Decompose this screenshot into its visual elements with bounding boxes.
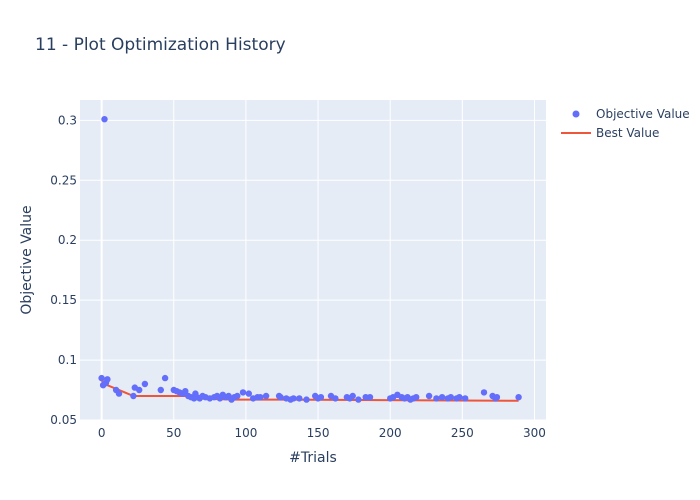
objective-value-point[interactable]	[493, 394, 501, 401]
objective-value-point[interactable]	[433, 395, 440, 402]
x-tick-label: 200	[379, 426, 402, 440]
y-axis-title: Objective Value	[19, 205, 35, 314]
x-tick-label: 300	[523, 426, 546, 440]
y-tick-label: 0.25	[50, 173, 77, 187]
objective-value-point[interactable]	[98, 374, 105, 382]
y-tick-label: 0.2	[58, 233, 77, 247]
x-tick-label: 50	[166, 426, 181, 440]
objective-value-point[interactable]	[413, 394, 420, 401]
legend[interactable]: Objective Value Best Value	[561, 107, 690, 140]
x-tick-label: 0	[98, 426, 106, 440]
y-tick-label: 0.1	[58, 353, 77, 367]
legend-label-objective-value: Objective Value	[596, 107, 690, 121]
x-tick-label: 250	[451, 426, 474, 440]
objective-value-point[interactable]	[182, 388, 189, 395]
legend-marker-icon	[572, 110, 580, 118]
grid	[80, 100, 546, 421]
objective-value-point[interactable]	[355, 396, 362, 403]
objective-value-point[interactable]	[332, 395, 339, 402]
objective-value-point[interactable]	[290, 395, 297, 402]
plot-area	[80, 100, 546, 420]
legend-label-best-value: Best Value	[596, 126, 659, 140]
objective-value-point[interactable]	[462, 395, 469, 402]
objective-value-point[interactable]	[296, 395, 303, 402]
objective-value-point[interactable]	[456, 394, 463, 401]
objective-value-point[interactable]	[157, 386, 164, 394]
objective-value-point[interactable]	[104, 376, 111, 383]
objective-value-point[interactable]	[349, 392, 356, 400]
y-tick-label: 0.3	[58, 113, 77, 127]
objective-value-point[interactable]	[141, 380, 149, 388]
objective-value-point[interactable]	[262, 392, 270, 400]
objective-value-point[interactable]	[438, 394, 446, 401]
objective-value-point[interactable]	[161, 374, 169, 382]
objective-value-point[interactable]	[515, 394, 522, 401]
legend-item-best-value[interactable]: Best Value	[561, 126, 659, 140]
objective-value-point[interactable]	[245, 390, 252, 397]
legend-item-objective-value[interactable]: Objective Value	[572, 107, 690, 121]
objective-value-point[interactable]	[447, 394, 454, 401]
objective-value-point[interactable]	[136, 386, 143, 394]
x-tick-label: 100	[234, 426, 257, 440]
objective-value-point[interactable]	[425, 392, 433, 400]
chart-title: 11 - Plot Optimization History	[35, 35, 286, 55]
objective-value-point[interactable]	[239, 389, 247, 396]
y-tick-label: 0.15	[50, 293, 77, 307]
objective-value-point[interactable]	[303, 396, 310, 403]
objective-value-series	[98, 116, 522, 403]
objective-value-point[interactable]	[277, 394, 284, 401]
objective-value-point[interactable]	[130, 392, 137, 400]
x-tick-label: 150	[307, 426, 330, 440]
objective-value-point[interactable]	[317, 394, 325, 401]
objective-value-point[interactable]	[480, 389, 488, 396]
objective-value-point[interactable]	[101, 116, 108, 123]
y-tick-label: 0.05	[50, 413, 77, 427]
objective-value-point[interactable]	[257, 394, 264, 401]
objective-value-point[interactable]	[366, 394, 374, 401]
objective-value-point[interactable]	[115, 390, 123, 397]
x-axis-title: #Trials	[289, 450, 337, 466]
objective-value-point[interactable]	[234, 392, 241, 400]
tick-labels: 0 50 100 150 200 250 300 0.05 0.1 0.15 0.2 0.25 0.3	[50, 113, 546, 440]
